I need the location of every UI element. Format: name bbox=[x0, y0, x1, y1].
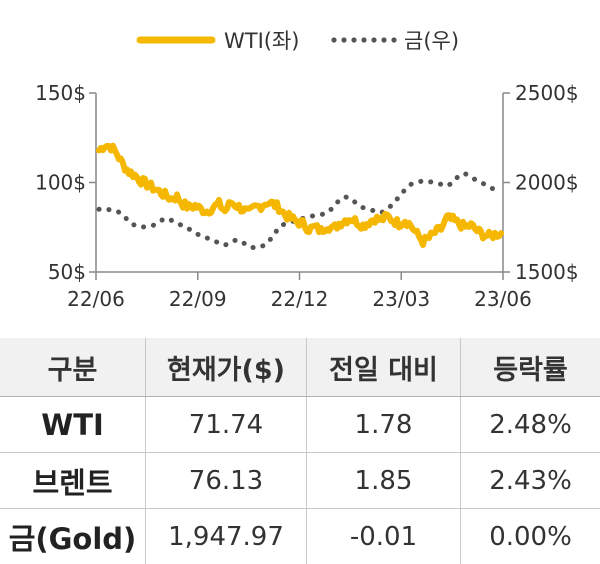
x-tick-label: 22/06 bbox=[67, 287, 125, 311]
row-name: 브렌트 bbox=[0, 453, 146, 509]
row-price: 76.13 bbox=[146, 453, 307, 509]
legend-swatch-dot bbox=[341, 37, 346, 42]
legend-swatch-dot bbox=[381, 37, 386, 42]
row-price: 71.74 bbox=[146, 397, 307, 453]
table-header-row: 구분 현재가($) 전일 대비 등락률 bbox=[0, 338, 600, 397]
row-rate: 0.00% bbox=[461, 509, 600, 564]
series-line-wti bbox=[99, 146, 501, 245]
legend-swatch-dot bbox=[351, 37, 356, 42]
x-tick-label: 23/03 bbox=[372, 287, 430, 311]
legend-swatch-dot bbox=[331, 37, 336, 42]
right-tick-label: 2500$ bbox=[515, 81, 579, 105]
right-axis-ticks: 2500$ 2000$ 1500$ bbox=[503, 81, 579, 284]
row-rate: 2.43% bbox=[461, 453, 600, 509]
legend-swatch-gold bbox=[331, 37, 396, 42]
price-table: 구분 현재가($) 전일 대비 등락률 WTI 71.74 1.78 2.48%… bbox=[0, 338, 600, 564]
left-tick-label: 50$ bbox=[48, 260, 86, 284]
oil-gold-chart: WTI(좌) 금(우) 150$100$50$ 2500$2000$1500$ … bbox=[0, 0, 600, 330]
row-rate: 2.48% bbox=[461, 397, 600, 453]
legend-label-gold: 금(우) bbox=[404, 29, 459, 53]
legend-swatch-dot bbox=[371, 37, 376, 42]
header-rate: 등락률 bbox=[461, 338, 600, 397]
header-price: 현재가($) bbox=[146, 338, 307, 397]
row-change: 1.78 bbox=[307, 397, 461, 453]
series-line-gold bbox=[99, 174, 501, 248]
x-tick-label: 22/09 bbox=[169, 287, 227, 311]
row-price: 1,947.97 bbox=[146, 509, 307, 564]
legend-label-wti: WTI(좌) bbox=[224, 29, 300, 53]
right-tick-label: 2000$ bbox=[515, 171, 579, 195]
right-tick-label: 1500$ bbox=[515, 260, 579, 284]
left-tick-label: 100$ bbox=[35, 171, 86, 195]
row-change: -0.01 bbox=[307, 509, 461, 564]
x-tick-label: 23/06 bbox=[474, 287, 532, 311]
x-tick-label: 22/12 bbox=[271, 287, 329, 311]
row-name: 금(Gold) bbox=[0, 509, 146, 564]
left-tick-label: 150$ bbox=[35, 81, 86, 105]
header-change: 전일 대비 bbox=[307, 338, 461, 397]
x-axis-ticks: 22/06 22/09 22/12 23/03 23/06 bbox=[67, 272, 532, 311]
row-change: 1.85 bbox=[307, 453, 461, 509]
row-name: WTI bbox=[0, 397, 146, 453]
table-row: 브렌트 76.13 1.85 2.43% bbox=[0, 453, 600, 509]
left-axis-ticks: 150$ 100$ 50$ bbox=[35, 81, 96, 284]
header-category: 구분 bbox=[0, 338, 146, 397]
legend: WTI(좌) 금(우) bbox=[140, 29, 459, 53]
table-row: 금(Gold) 1,947.97 -0.01 0.00% bbox=[0, 509, 600, 564]
legend-swatch-dot bbox=[391, 37, 396, 42]
legend-swatch-dot bbox=[361, 37, 366, 42]
table-row: WTI 71.74 1.78 2.48% bbox=[0, 397, 600, 453]
